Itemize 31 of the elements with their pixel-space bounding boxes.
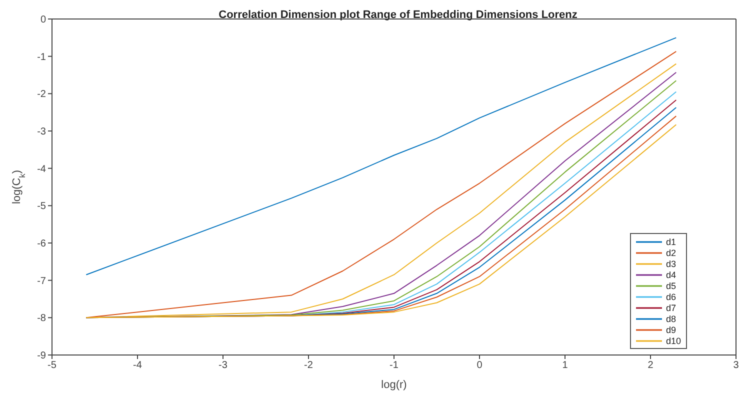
y-tick-label: -3 (37, 126, 46, 138)
legend-label: d5 (666, 280, 676, 290)
x-tick-label: -4 (133, 360, 142, 372)
x-tick-label: -3 (218, 360, 228, 372)
x-tick-label: 2 (648, 360, 654, 372)
y-tick-label: -6 (37, 238, 46, 250)
legend-label: d4 (666, 270, 676, 280)
legend-label: d9 (666, 324, 676, 334)
legend-label: d10 (666, 336, 681, 346)
y-tick-label: -9 (37, 350, 46, 362)
x-tick-label: -1 (390, 360, 399, 372)
y-tick-label: -7 (37, 276, 46, 287)
x-axis-title: log(r) (381, 379, 407, 391)
x-tick-label: -2 (304, 360, 314, 372)
y-tick-label: -1 (37, 52, 46, 63)
legend-label: d7 (666, 302, 676, 312)
y-tick-label: 0 (40, 14, 46, 26)
legend-label: d2 (666, 248, 676, 258)
x-tick-label: -5 (48, 360, 57, 372)
legend-label: d1 (666, 236, 676, 246)
legend-label: d6 (666, 292, 676, 302)
legend-label: d8 (666, 314, 676, 324)
legend-label: d3 (666, 258, 676, 268)
y-tick-label: -4 (37, 164, 46, 175)
x-tick-label: 1 (562, 360, 568, 372)
x-tick-label: 3 (733, 360, 740, 372)
x-tick-label: 0 (476, 360, 483, 372)
y-tick-label: -2 (37, 89, 46, 100)
y-tick-label: -8 (37, 313, 46, 324)
y-tick-label: -5 (37, 201, 46, 212)
chart-title: Correlation Dimension plot Range of Embedding Dimensions Lorenz (218, 9, 578, 21)
